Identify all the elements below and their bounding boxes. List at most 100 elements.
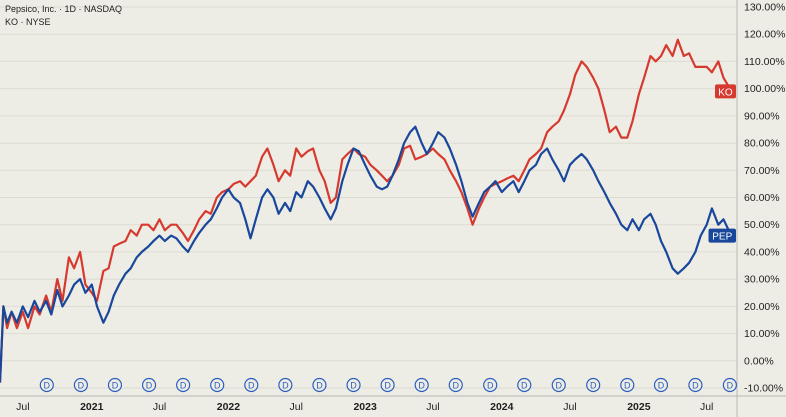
y-tick-label: 120.00%: [744, 29, 785, 41]
dividend-circle: [141, 377, 157, 393]
last-value-badge-ko: [715, 84, 736, 99]
badge-label: PEP: [712, 232, 732, 243]
last-value-badges: KO PEP: [708, 84, 736, 243]
series-line-ko[interactable]: [0, 38, 733, 383]
y-tick-label: 60.00%: [744, 192, 780, 204]
dividend-marker[interactable]: D: [278, 377, 293, 393]
dividend-circle: [346, 377, 361, 393]
dividend-label: D: [727, 381, 734, 391]
dividend-marker[interactable]: D: [688, 377, 703, 393]
dividend-label: D: [453, 381, 460, 391]
x-tick-label: 2022: [217, 401, 241, 413]
dividend-marker[interactable]: D: [517, 377, 532, 393]
dividend-circle: [722, 377, 737, 393]
series-lines: [0, 38, 733, 383]
dividend-circle: [448, 377, 463, 393]
y-tick-label: 80.00%: [744, 138, 780, 150]
badge-label: KO: [718, 87, 733, 98]
compare-symbol-label[interactable]: KO · NYSE: [5, 17, 51, 27]
dividend-circle: [244, 377, 259, 393]
dividend-circle: [73, 377, 88, 393]
y-axis-right: 130.00% 120.00% 110.00% 100.00% 90.00% 80.00%…: [736, 0, 785, 417]
dividend-marker[interactable]: D: [312, 377, 327, 393]
dividend-circle: [517, 377, 532, 393]
dividend-label: D: [624, 381, 631, 391]
dividend-circle: [107, 377, 123, 393]
dividend-label: D: [418, 381, 425, 391]
y-tick-label: 40.00%: [744, 246, 780, 258]
y-tick-label: 110.00%: [744, 56, 785, 68]
last-value-badge-pep: [708, 228, 736, 243]
dividend-label: D: [658, 381, 665, 391]
dividend-marker[interactable]: D: [346, 377, 361, 393]
dividend-circle: [176, 377, 191, 393]
dividend-marker[interactable]: D: [586, 377, 601, 393]
dividend-label: D: [44, 381, 51, 391]
dividend-circle: [620, 377, 635, 393]
series-line-pep[interactable]: [0, 125, 733, 383]
dividend-marker[interactable]: D: [620, 377, 635, 393]
x-tick-label: Jul: [16, 401, 29, 413]
dividend-circle: [586, 377, 601, 393]
y-tick-label: 90.00%: [744, 110, 780, 122]
y-tick-label: -10.00%: [744, 383, 783, 395]
dividend-circle: [39, 377, 54, 393]
dividend-label: D: [78, 381, 85, 391]
dividend-marker[interactable]: D: [653, 377, 669, 393]
main-symbol-label[interactable]: Pepsico, Inc. · 1D · NASDAQ: [5, 4, 123, 14]
dividend-label: D: [487, 381, 494, 391]
x-tick-label: Jul: [700, 401, 713, 413]
x-tick-label: 2023: [353, 401, 377, 413]
dividend-marker[interactable]: D: [722, 377, 737, 393]
x-tick-label: 2024: [490, 401, 514, 413]
y-tick-label: 130.00%: [744, 2, 785, 14]
dividend-label: D: [214, 381, 221, 391]
dividend-marker[interactable]: D: [176, 377, 191, 393]
x-tick-label: Jul: [563, 401, 576, 413]
dividend-marker[interactable]: D: [210, 377, 225, 393]
dividend-marker[interactable]: D: [244, 377, 259, 393]
x-tick-label: 2021: [80, 401, 104, 413]
dividend-label: D: [248, 381, 255, 391]
dividend-marker[interactable]: D: [414, 377, 429, 393]
dividend-label: D: [112, 381, 119, 391]
dividend-circle: [653, 377, 669, 393]
x-axis: Jul 2021 Jul 2022 Jul 2023 Jul 2024 Jul 2025 Jul: [0, 395, 786, 413]
dividend-label: D: [590, 381, 597, 391]
y-tick-label: 50.00%: [744, 219, 780, 231]
dividend-label: D: [692, 381, 699, 391]
dividend-marker[interactable]: D: [107, 377, 123, 393]
y-tick-label: 0.00%: [744, 355, 774, 367]
dividend-circle: [688, 377, 703, 393]
dividend-marker[interactable]: D: [380, 377, 395, 393]
x-tick-label: Jul: [426, 401, 439, 413]
x-tick-label: 2025: [627, 401, 651, 413]
dividend-label: D: [316, 381, 323, 391]
dividend-label: D: [555, 381, 562, 391]
dividend-label: D: [350, 381, 357, 391]
x-tick-label: Jul: [153, 401, 166, 413]
y-tick-label: 30.00%: [744, 274, 780, 286]
dividend-circle: [483, 377, 498, 393]
dividend-circle: [278, 377, 293, 393]
dividend-marker[interactable]: D: [141, 377, 157, 393]
dividend-marker[interactable]: D: [483, 377, 498, 393]
dividend-marker[interactable]: D: [39, 377, 54, 393]
dividend-label: D: [146, 381, 153, 391]
dividend-label: D: [282, 381, 289, 391]
dividend-marker[interactable]: D: [73, 377, 88, 393]
y-tick-label: 10.00%: [744, 328, 780, 340]
dividend-marker[interactable]: D: [551, 377, 566, 393]
y-tick-label: 20.00%: [744, 301, 780, 313]
y-tick-label: 100.00%: [744, 83, 785, 95]
dividend-circle: [210, 377, 225, 393]
dividend-circle: [380, 377, 395, 393]
dividend-circle: [551, 377, 566, 393]
x-tick-label: Jul: [290, 401, 303, 413]
dividend-marker[interactable]: D: [448, 377, 463, 393]
y-tick-label: 70.00%: [744, 165, 780, 177]
dividend-label: D: [180, 381, 187, 391]
